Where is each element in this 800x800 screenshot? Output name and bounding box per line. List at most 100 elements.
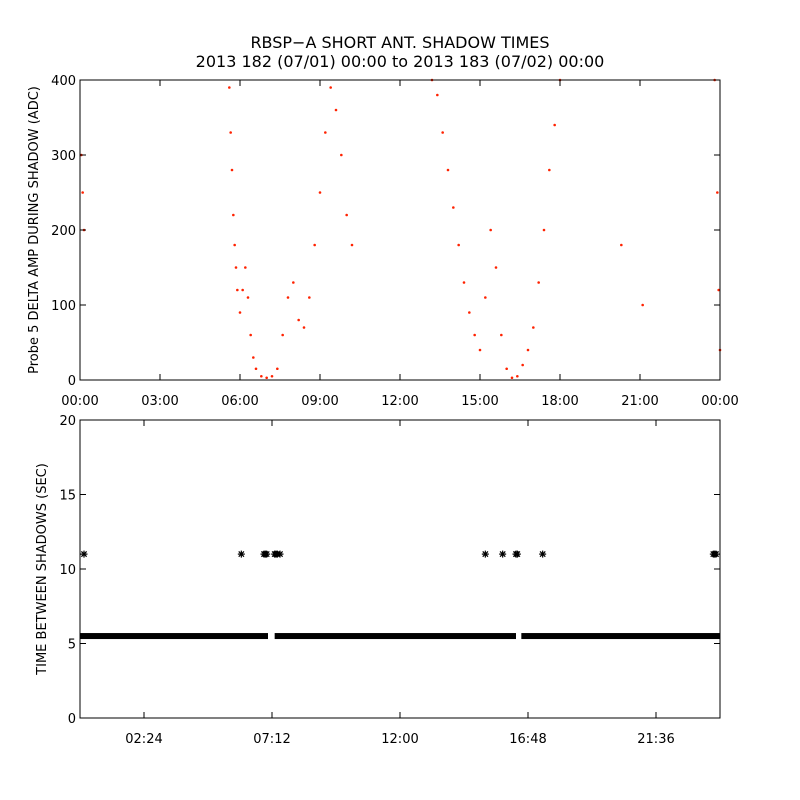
- asterisk-stroke: [482, 551, 489, 558]
- data-point: [489, 228, 492, 232]
- data-point: [468, 311, 471, 314]
- x-tick-label: 15:00: [461, 394, 498, 409]
- data-point: [246, 296, 250, 299]
- top-y-ticks: 0 100 200 300 400: [51, 74, 720, 389]
- data-point: [499, 550, 507, 558]
- data-point: [234, 266, 238, 269]
- x-tick-label: 09:00: [301, 394, 338, 409]
- x-tick-label: 00:00: [701, 394, 738, 409]
- data-point: [350, 243, 354, 247]
- data-point: [260, 374, 263, 378]
- data-point: [484, 296, 487, 299]
- asterisk-stroke: [539, 551, 546, 558]
- baseline-data-band: [521, 633, 720, 640]
- data-point: [478, 348, 482, 352]
- y-tick-label: 400: [51, 74, 76, 89]
- chart-title-line1: RBSP−A SHORT ANT. SHADOW TIMES: [250, 33, 549, 52]
- data-point: [270, 374, 274, 378]
- data-point: [265, 376, 268, 380]
- y-tick-label: 15: [59, 489, 76, 504]
- data-point: [452, 206, 455, 209]
- data-point: [462, 281, 466, 284]
- baseline-data-band: [274, 633, 516, 640]
- data-point: [334, 108, 338, 112]
- data-point: [228, 86, 231, 89]
- data-point: [318, 191, 322, 194]
- top-x-ticks: 00:00 03:00 06:00 09:00 12:00 15:00 18:00 21:00…: [61, 80, 739, 409]
- y-tick-label: 100: [51, 299, 76, 314]
- bottom-x-ticks: 02:24 07:12 12:00 16:48 21:36: [125, 420, 675, 747]
- data-point: [537, 281, 540, 284]
- data-point: [236, 288, 239, 292]
- data-point: [446, 168, 450, 172]
- asterisk-stroke: [514, 551, 521, 558]
- data-point: [532, 326, 535, 329]
- data-point: [313, 243, 316, 247]
- data-point: [436, 93, 439, 97]
- data-point: [241, 288, 244, 292]
- data-point: [553, 123, 556, 127]
- y-tick-label: 300: [51, 149, 76, 164]
- x-tick-label: 12:00: [381, 394, 418, 409]
- bottom-y-axis-label: TIME BETWEEN SHADOWS (SEC): [35, 463, 50, 676]
- data-point: [297, 318, 300, 322]
- data-point: [276, 550, 284, 558]
- data-point: [276, 367, 279, 371]
- x-tick-label: 12:00: [381, 732, 418, 747]
- y-tick-label: 10: [59, 563, 76, 578]
- x-tick-label: 00:00: [61, 394, 98, 409]
- bottom-y-ticks: 0 5 10 15 20: [59, 414, 720, 727]
- data-point: [238, 311, 242, 314]
- y-tick-label: 0: [68, 712, 76, 727]
- asterisk-stroke: [263, 551, 270, 558]
- bottom-plot-panel: 0 5 10 15 20 02:24 07:12 12:00 16:48 21:36 TIME …: [35, 414, 721, 747]
- data-point: [716, 191, 719, 194]
- data-point: [263, 550, 271, 558]
- x-tick-label: 03:00: [141, 394, 178, 409]
- data-point: [542, 228, 546, 232]
- data-point: [539, 550, 547, 558]
- data-point: [521, 363, 524, 367]
- data-point: [233, 243, 236, 247]
- data-point: [340, 153, 343, 157]
- y-tick-label: 5: [68, 638, 76, 653]
- x-tick-label: 18:00: [541, 394, 578, 409]
- asterisk-stroke: [276, 551, 284, 558]
- asterisk-stroke: [80, 551, 88, 558]
- data-point: [513, 550, 521, 558]
- data-point: [548, 168, 551, 172]
- data-point: [286, 296, 290, 299]
- data-point: [345, 213, 348, 217]
- top-plot-panel: 0 100 200 300 400 00:00 03:00 06:00 09:00 12:00 1…: [27, 74, 739, 409]
- data-point: [526, 348, 530, 352]
- x-tick-label: 16:48: [509, 732, 546, 747]
- data-point: [516, 374, 519, 378]
- x-tick-label: 06:00: [221, 394, 258, 409]
- x-tick-label: 02:24: [125, 732, 162, 747]
- data-point: [249, 333, 252, 337]
- data-point: [230, 168, 234, 172]
- data-point: [481, 550, 489, 558]
- data-point: [641, 303, 644, 307]
- data-point: [308, 296, 311, 299]
- asterisk-stroke: [238, 551, 245, 558]
- data-point: [232, 213, 235, 217]
- asterisk-stroke: [499, 551, 506, 558]
- data-point: [712, 550, 720, 558]
- data-point: [329, 86, 332, 89]
- y-tick-label: 0: [68, 374, 76, 389]
- data-point: [510, 376, 514, 380]
- data-point: [500, 333, 503, 337]
- data-point: [473, 333, 476, 337]
- data-point: [281, 333, 284, 337]
- data-point: [302, 326, 306, 329]
- asterisk-stroke: [712, 551, 720, 558]
- data-point: [441, 131, 444, 134]
- baseline-data-band: [80, 633, 268, 640]
- y-tick-label: 20: [59, 414, 76, 429]
- data-point: [494, 266, 498, 269]
- bottom-data-points: [80, 550, 720, 640]
- data-point: [237, 550, 245, 558]
